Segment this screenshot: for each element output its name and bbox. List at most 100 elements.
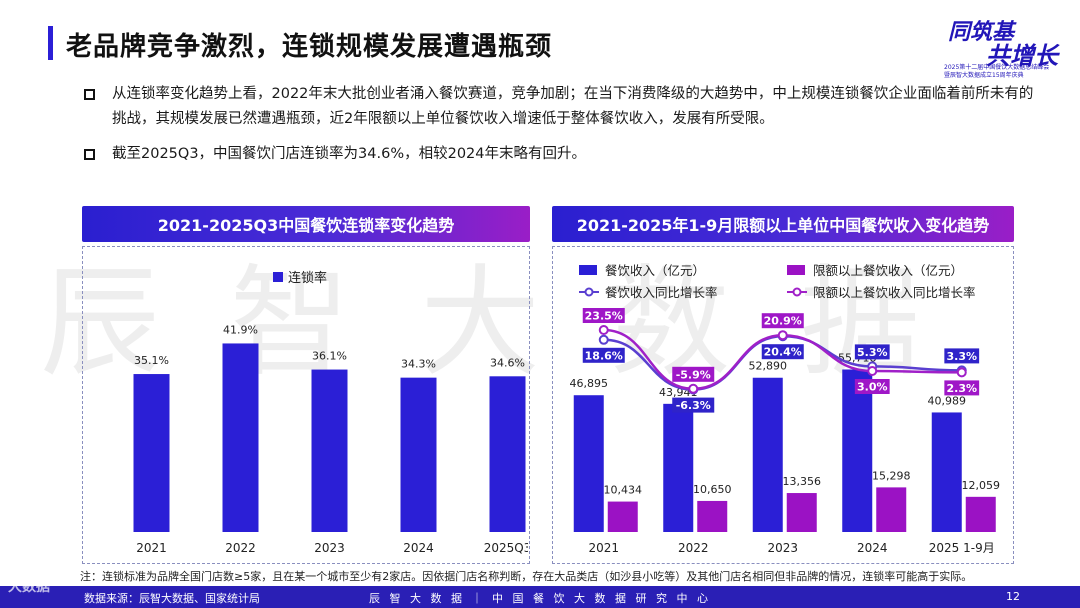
growth-label-box [761, 344, 804, 360]
footer-bar: 数据来源：辰智大数据、国家统计局 辰 智 大 数 据 ｜ 中 国 餐 饮 大 数… [0, 586, 1080, 608]
bar-revenue-above-limit [876, 487, 907, 532]
growth-label: 3.0% [857, 381, 888, 394]
legend-label: 餐饮收入（亿元） [605, 263, 705, 278]
legend-swatch-chain-rate [273, 272, 283, 282]
bar-chain-rate [311, 369, 348, 532]
logo-subtitle-1: 2025第十二届中国餐饮大数据总结峰会 [944, 64, 1050, 71]
bar-chain-rate [222, 343, 259, 532]
event-logo: 同筑基 共增长 2025第十二届中国餐饮大数据总结峰会 暨辰智大数据成立15周年… [930, 14, 1070, 80]
bar-value-label: 13,356 [783, 475, 822, 488]
bar-value-label: 34.3% [401, 358, 436, 371]
bar-value-label: 10,650 [693, 483, 732, 496]
bar-revenue [752, 377, 783, 532]
bar-chain-rate [133, 374, 170, 532]
growth-label: 5.3% [857, 346, 888, 359]
legend-label-chain-rate: 连锁率 [288, 270, 327, 286]
legend-swatch-bar [787, 265, 805, 275]
x-tick-label: 2024 [857, 541, 888, 555]
line-revenue-growth [603, 334, 962, 391]
line-marker [598, 325, 609, 335]
x-tick-label: 2023 [314, 541, 345, 555]
bar-revenue [931, 412, 962, 532]
square-bullet-icon [84, 149, 95, 160]
line-marker [956, 367, 967, 378]
growth-label: 23.5% [585, 310, 623, 323]
bar-value-label: 10,434 [604, 484, 643, 497]
line-marker [598, 334, 609, 345]
x-tick-label: 2021 [588, 541, 619, 555]
bullet-item: 截至2025Q3，中国餐饮门店连锁率为34.6%，相较2024年末略有回升。 [84, 142, 1044, 167]
line-marker [777, 330, 788, 341]
title-accent-bar [48, 26, 53, 60]
line-marker [688, 383, 699, 394]
bar-value-label: 40,989 [928, 394, 967, 407]
bar-value-label: 52,890 [749, 360, 788, 373]
growth-label: 20.9% [764, 315, 802, 328]
bar-chain-rate [489, 376, 526, 532]
bar-value-label: 34.6% [490, 356, 525, 369]
bar-value-label: 35.1% [134, 354, 169, 367]
line-marker [867, 366, 878, 376]
growth-label: 2.3% [946, 382, 977, 395]
x-tick-label: 2023 [767, 541, 798, 555]
x-tick-label: 2024 [403, 541, 434, 555]
legend-swatch-bar [579, 265, 597, 275]
growth-label-box [672, 397, 715, 413]
page-title: 老品牌竞争激烈，连锁规模发展遭遇瓶颈 [66, 32, 553, 62]
bar-chain-rate [400, 377, 437, 532]
line-above-limit-growth [603, 328, 962, 391]
growth-label: 20.4% [764, 346, 802, 359]
growth-label-box [854, 344, 890, 360]
logo-line1: 同筑基 [948, 19, 1015, 45]
x-tick-label: 2025Q3 [484, 541, 528, 555]
legend-swatch-marker [584, 287, 594, 297]
bar-value-label: 12,059 [962, 479, 1001, 492]
legend-swatch-marker [792, 287, 802, 297]
x-tick-label: 2025 1-9月 [929, 541, 995, 555]
bar-value-label: 41.9% [223, 323, 258, 336]
legend-label: 限额以上餐饮收入（亿元） [813, 263, 963, 278]
growth-label: 18.6% [585, 349, 623, 362]
logo-line2: 共增长 [986, 41, 1058, 70]
growth-label-box [854, 379, 890, 394]
growth-label-box [672, 366, 715, 382]
growth-label-box [582, 308, 625, 323]
footer-source: 数据来源：辰智大数据、国家统计局 [84, 592, 260, 605]
bar-revenue-above-limit [607, 501, 638, 532]
growth-label: 3.3% [946, 350, 977, 363]
chain-rate-chart: 连锁率 35.1% 2021 41.9% 2022 36.1% 2023 34.3% 2024 3… [133, 270, 531, 555]
bar-revenue-above-limit [697, 500, 728, 532]
legend-label: 餐饮收入同比增长率 [605, 285, 718, 300]
bar-value-label: 36.1% [312, 350, 347, 363]
bullet-item: 从连锁率变化趋势上看，2022年末大批创业者涌入餐饮赛道，竞争加剧；在当下消费降… [84, 82, 1044, 132]
right-chart-panel: 餐饮收入（亿元） 限额以上餐饮收入（亿元） 餐饮收入同比增长率 限额以上餐饮收入同比增… [552, 246, 1014, 564]
left-chart-panel: 连锁率 35.1% 2021 41.9% 2022 36.1% 2023 34.3% 2024 3… [82, 246, 531, 564]
footer-center-text: 辰 智 大 数 据 ｜ 中 国 餐 饮 大 数 据 研 究 中 心 [369, 592, 711, 605]
growth-label-box [582, 347, 625, 363]
growth-label: -6.3% [676, 399, 711, 412]
square-bullet-icon [84, 89, 95, 100]
growth-label: -5.9% [676, 368, 711, 381]
growth-label-box [944, 348, 980, 364]
bullet-text: 截至2025Q3，中国餐饮门店连锁率为34.6%，相较2024年末略有回升。 [112, 146, 587, 162]
bullet-list: 从连锁率变化趋势上看，2022年末大批创业者涌入餐饮赛道，竞争加剧；在当下消费降… [84, 82, 1044, 167]
growth-label-box [944, 380, 980, 396]
x-tick-label: 2021 [136, 541, 167, 555]
revenue-chart: 餐饮收入（亿元） 限额以上餐饮收入（亿元） 餐饮收入同比增长率 限额以上餐饮收入同比增… [570, 263, 1001, 555]
bar-revenue-above-limit [965, 496, 996, 532]
growth-label-box [761, 313, 804, 329]
bar-revenue-above-limit [786, 493, 817, 532]
page-number: 12 [1006, 590, 1020, 603]
bar-value-label: 15,298 [872, 469, 911, 482]
logo-subtitle-2: 暨辰智大数据成立15周年庆典 [944, 72, 1024, 79]
legend-label: 限额以上餐饮收入同比增长率 [813, 285, 976, 300]
corner-watermark: 大数据 [8, 579, 50, 595]
bar-value-label: 46,895 [570, 377, 609, 390]
x-tick-label: 2022 [225, 541, 256, 555]
right-chart-title: 2021-2025年1-9月限额以上单位中国餐饮收入变化趋势 [552, 206, 1014, 242]
bullet-text: 从连锁率变化趋势上看，2022年末大批创业者涌入餐饮赛道，竞争加剧；在当下消费降… [112, 86, 1034, 127]
left-chart-title: 2021-2025Q3中国餐饮连锁率变化趋势 [82, 206, 530, 242]
bar-revenue [663, 403, 694, 532]
x-tick-label: 2022 [678, 541, 709, 555]
bar-revenue [573, 395, 604, 532]
